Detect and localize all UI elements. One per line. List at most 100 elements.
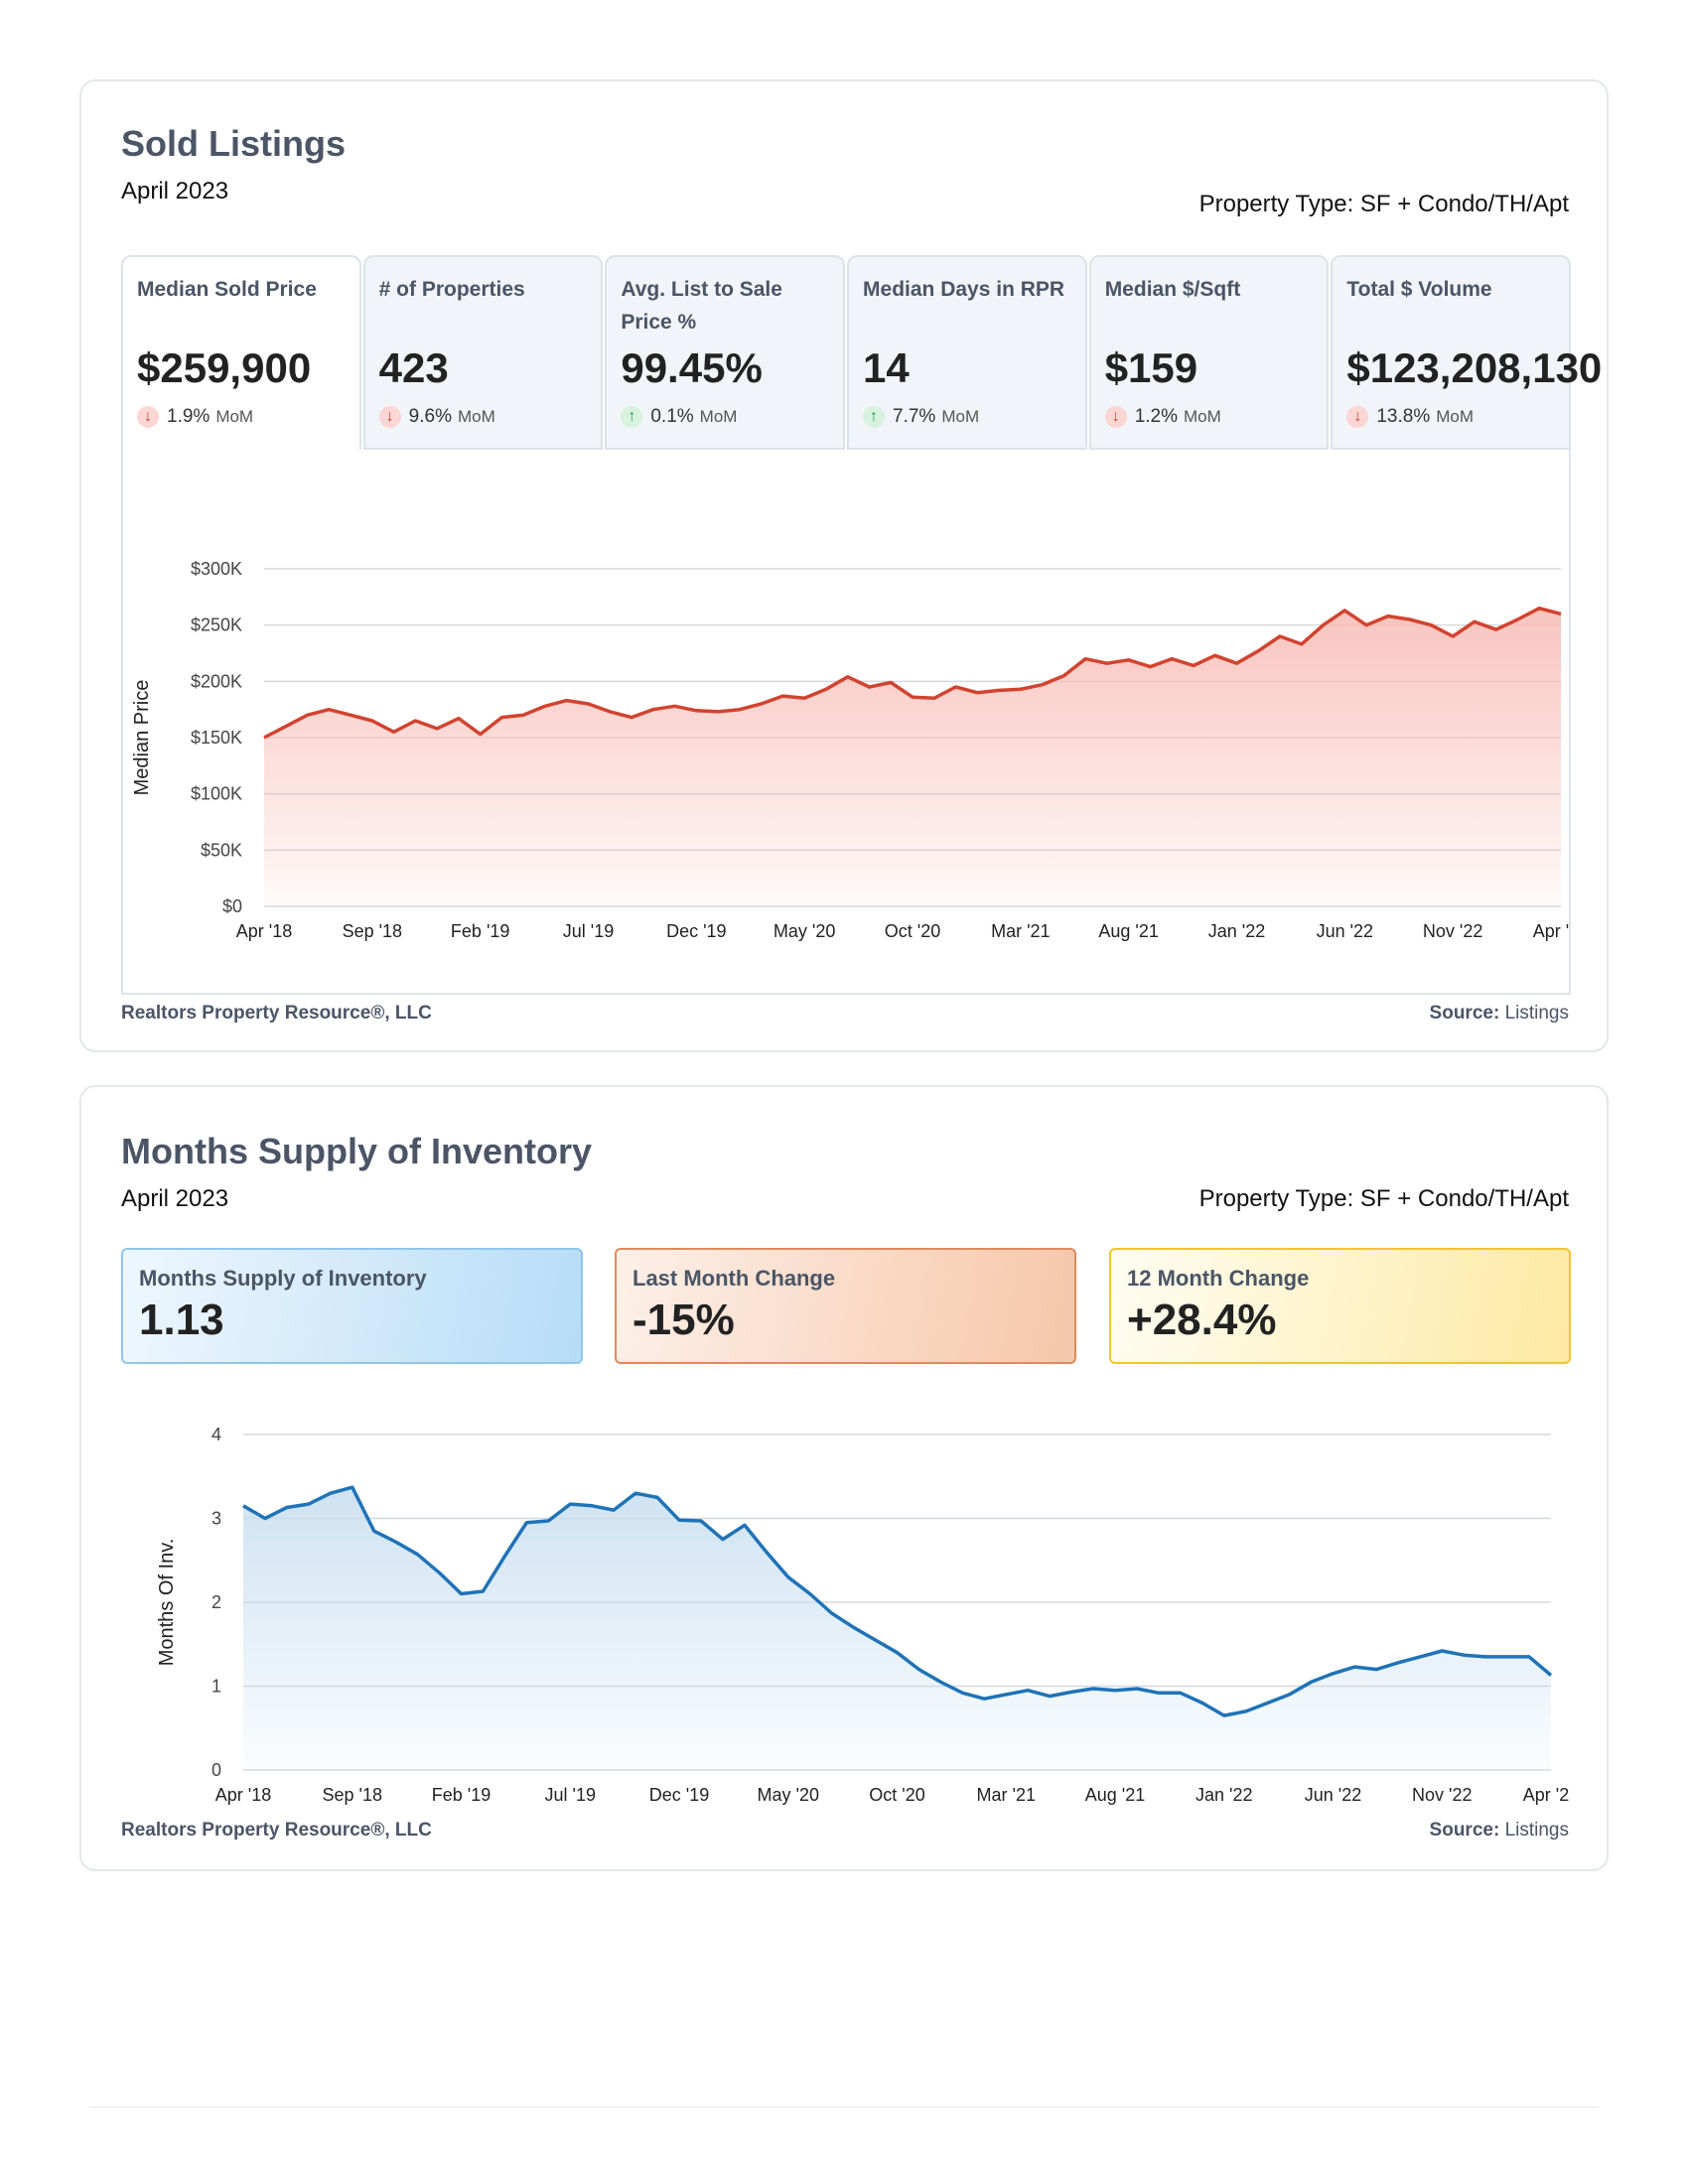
x-tick-label: Feb '19 [451,921,509,941]
data-point [888,679,894,685]
x-tick-label: Oct '20 [869,1785,924,1805]
data-point [1558,611,1564,616]
stat-change: ↓ 1.2% MoM [1104,406,1221,428]
x-tick-label: Apr '18 [236,921,292,941]
stat-tab-list-to-sale[interactable]: Avg. List to Sale Price % 99.45% ↑ 0.1% … [605,255,846,450]
source-label: Source: [1429,1820,1500,1841]
data-point [1385,614,1391,619]
data-point [1482,1654,1488,1660]
x-tick-label: Jan '22 [1208,921,1265,941]
data-point [1199,1700,1205,1706]
change-value: 7.7% [893,406,936,427]
data-point [1234,660,1240,666]
data-point [1439,1648,1445,1654]
data-point [284,1505,290,1511]
data-point [1331,1671,1336,1677]
x-tick-label: Feb '19 [432,1785,491,1805]
x-tick-label: Aug '21 [1085,1785,1146,1805]
stat-tab-number-of-properties[interactable]: # of Properties 423 ↓ 9.6% MoM [362,255,604,450]
y-tick-label: 2 [211,1592,221,1612]
tile-value: 1.13 [139,1296,224,1344]
stat-tab-price-per-sqft[interactable]: Median $/Sqft $159 ↓ 1.2% MoM [1088,255,1330,450]
data-point [1212,652,1218,658]
stat-change: ↑ 0.1% MoM [621,406,737,428]
stat-value: $123,208,130 [1346,344,1603,391]
data-point [1147,664,1153,670]
data-point [981,1696,987,1702]
stat-change: ↓ 1.9% MoM [137,406,253,428]
series-area [243,1487,1551,1770]
change-unit: MoM [941,407,980,426]
data-point [1082,656,1088,662]
data-point [371,1528,377,1534]
x-tick-label: Mar '21 [991,921,1050,941]
x-tick-label: Dec '19 [649,1785,709,1805]
data-point [676,1517,682,1523]
tile-label: Months Supply of Inventory [139,1266,427,1291]
data-point [1025,1688,1031,1694]
arrow-down-icon: ↓ [378,406,401,428]
median-price-chart: $0 $50K $100K $150K $200K $250K $300K Apr '18 Se… [131,559,1569,941]
data-point [305,712,311,718]
data-point [369,718,375,724]
data-point [698,1518,704,1524]
source-value: Listings [1504,1820,1569,1841]
data-point [1309,1679,1315,1685]
data-point [829,1610,835,1616]
months-supply-tile: Months Supply of Inventory 1.13 [121,1248,583,1364]
data-point [1351,1664,1357,1670]
y-tick-label: $150K [191,728,242,748]
data-point [974,690,980,696]
series-line [263,606,1562,740]
data-point [437,1570,443,1575]
x-tick-label: May '20 [758,1785,819,1805]
change-value: 0.1% [650,406,694,427]
y-axis-label: Median Price [131,680,153,796]
card-title: Months Supply of Inventory [121,1131,592,1171]
x-tick-label: Oct '20 [885,921,940,941]
data-point [720,1537,726,1543]
y-tick-label: $200K [191,671,242,691]
arrow-down-icon: ↓ [1346,406,1369,428]
data-point [1417,1654,1423,1660]
data-point [262,1516,268,1522]
data-point [693,708,699,714]
stat-tab-median-sold-price[interactable]: Median Sold Price $259,900 ↓ 1.9% MoM [121,255,361,450]
x-tick-label: Sep '18 [343,921,403,941]
stat-tab-median-days[interactable]: Median Days in RPR 14 ↑ 7.7% MoM [847,255,1087,450]
data-point [823,686,829,692]
change-value: 13.8% [1376,406,1431,427]
stat-label: Median Days in RPR [863,278,1065,301]
chart-frame [121,448,1571,995]
stat-tab-total-volume[interactable]: Total $ Volume $123,208,130 ↓ 13.8% MoM [1331,255,1602,450]
stat-label: Total $ Volume [1346,278,1492,301]
arrow-up-icon: ↑ [621,406,643,428]
y-tick-label: $250K [191,615,242,635]
data-point [807,1591,813,1597]
stat-label: Median $/Sqft [1104,278,1241,301]
data-point [589,1503,595,1509]
y-tick-label: 3 [211,1509,221,1529]
change-unit: MoM [457,407,495,426]
data-point [283,724,289,730]
data-point [654,1494,660,1500]
y-axis-label: Months Of Inv. [156,1539,178,1667]
data-point [523,1520,529,1526]
stat-label: Median Sold Price [137,278,317,301]
data-point [759,701,765,707]
stat-value: 99.45% [621,344,763,391]
data-point [1255,648,1261,654]
data-point [415,1552,421,1558]
data-point [545,1518,551,1524]
x-tick-label: Nov '22 [1412,1785,1472,1805]
stat-change: ↓ 13.8% MoM [1346,406,1474,428]
data-point [959,1690,965,1696]
data-point [542,703,548,709]
data-point [1126,657,1132,663]
data-point [1407,616,1413,622]
data-point [567,1501,573,1507]
y-tick-label: 0 [211,1760,221,1780]
x-tick-label: Jul '19 [563,921,614,941]
data-point [434,726,440,732]
sold-listings-card: Sold Listings April 2023 Property Type: … [79,79,1609,1052]
